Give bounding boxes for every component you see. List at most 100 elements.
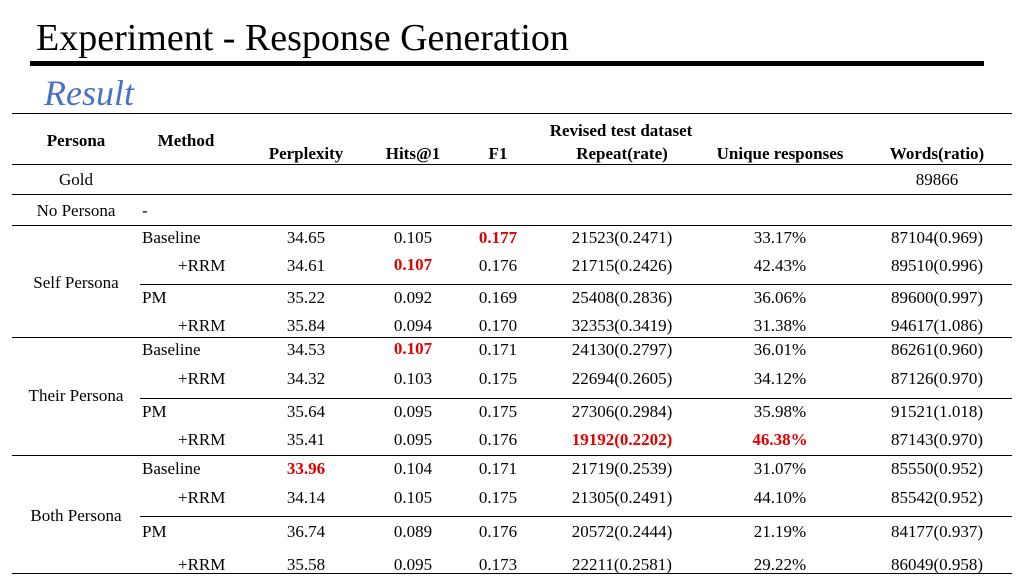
f1-cell: 0.171: [478, 340, 518, 359]
no-persona-rule: [12, 225, 1012, 226]
repeat-cell: 21719(0.2539): [571, 459, 673, 478]
method-cell: Baseline: [142, 228, 201, 247]
repeat-cell: 21715(0.2426): [571, 256, 673, 275]
words-cell: 89510(0.996): [890, 256, 984, 275]
method-cell: Baseline: [142, 459, 201, 478]
hits-cell: 0.092: [393, 288, 433, 307]
repeat-cell: 21305(0.2491): [571, 488, 673, 507]
method-cell: +RRM: [178, 316, 226, 335]
header-revised-test-dataset: Revised test dataset: [549, 121, 693, 140]
persona-group-rule: [12, 455, 1012, 456]
repeat-cell: 24130(0.2797): [571, 340, 673, 359]
f1-cell: 0.170: [478, 316, 518, 335]
gold-rule: [12, 194, 1012, 195]
perplexity-cell: 35.41: [286, 430, 326, 449]
table-top-rule: [12, 113, 1012, 114]
f1-cell: 0.176: [478, 522, 518, 541]
words-cell: 86261(0.960): [890, 340, 984, 359]
method-cell: +RRM: [178, 488, 226, 507]
perplexity-cell: 36.74: [286, 522, 326, 541]
words-cell: 87104(0.969): [890, 228, 984, 247]
f1-cell: 0.177: [478, 228, 518, 247]
words-cell: 91521(1.018): [890, 402, 984, 421]
hits-cell: 0.094: [393, 316, 433, 335]
unique-cell: 34.12%: [753, 369, 807, 388]
hits-cell: 0.095: [393, 555, 433, 574]
method-cell: PM: [142, 288, 167, 307]
f1-cell: 0.169: [478, 288, 518, 307]
unique-cell: 31.07%: [753, 459, 807, 478]
hits-cell: 0.089: [393, 522, 433, 541]
hits-cell: 0.104: [393, 459, 433, 478]
hits-cell: 0.095: [393, 402, 433, 421]
hits-cell: 0.105: [393, 488, 433, 507]
slide-title: Experiment - Response Generation: [36, 17, 569, 59]
perplexity-cell: 35.22: [286, 288, 326, 307]
unique-cell: 21.19%: [753, 522, 807, 541]
repeat-cell: 19192(0.2202): [571, 430, 673, 449]
hits-cell: 0.107: [393, 255, 433, 274]
words-cell: 87143(0.970): [890, 430, 984, 449]
unique-cell: 35.98%: [753, 402, 807, 421]
words-cell: 87126(0.970): [890, 369, 984, 388]
gold-label: Gold: [59, 170, 93, 189]
words-cell: 89600(0.997): [890, 288, 984, 307]
perplexity-cell: 35.58: [286, 555, 326, 574]
header-unique: Unique responses: [716, 144, 844, 163]
persona-group-rule: [12, 337, 1012, 338]
f1-cell: 0.175: [478, 369, 518, 388]
words-cell: 85542(0.952): [890, 488, 984, 507]
header-repeat: Repeat(rate): [576, 144, 668, 163]
words-cell: 86049(0.958): [890, 555, 984, 574]
header-words: Words(ratio): [889, 144, 985, 163]
persona-group-label: Self Persona: [33, 273, 119, 292]
method-cell: PM: [142, 402, 167, 421]
hits-cell: 0.103: [393, 369, 433, 388]
perplexity-cell: 33.96: [286, 459, 326, 478]
f1-cell: 0.171: [478, 459, 518, 478]
perplexity-cell: 35.84: [286, 316, 326, 335]
perplexity-cell: 34.65: [286, 228, 326, 247]
title-underline: [30, 61, 984, 66]
header-perplexity: Perplexity: [268, 144, 344, 163]
perplexity-cell: 34.32: [286, 369, 326, 388]
perplexity-cell: 34.61: [286, 256, 326, 275]
method-cell: +RRM: [178, 256, 226, 275]
method-cell: Baseline: [142, 340, 201, 359]
no-persona-method: -: [142, 201, 148, 220]
slide-subtitle: Result: [44, 73, 134, 113]
persona-group-rule: [12, 573, 1012, 574]
header-f1: F1: [488, 144, 508, 163]
method-cell: +RRM: [178, 430, 226, 449]
repeat-cell: 32353(0.3419): [571, 316, 673, 335]
no-persona-label: No Persona: [36, 201, 116, 220]
unique-cell: 44.10%: [753, 488, 807, 507]
perplexity-cell: 34.14: [286, 488, 326, 507]
hits-cell: 0.107: [393, 339, 433, 358]
method-cell: PM: [142, 522, 167, 541]
repeat-cell: 22694(0.2605): [571, 369, 673, 388]
gold-words: 89866: [915, 170, 959, 189]
perplexity-cell: 34.53: [286, 340, 326, 359]
header-method: Method: [157, 131, 215, 150]
unique-cell: 36.01%: [753, 340, 807, 359]
method-cell: +RRM: [178, 555, 226, 574]
unique-cell: 46.38%: [752, 430, 808, 449]
method-cell: +RRM: [178, 369, 226, 388]
hits-cell: 0.095: [393, 430, 433, 449]
method-separator-rule: [140, 398, 1012, 399]
header-hits: Hits@1: [385, 144, 441, 163]
words-cell: 94617(1.086): [890, 316, 984, 335]
repeat-cell: 21523(0.2471): [571, 228, 673, 247]
header-persona: Persona: [46, 131, 106, 150]
f1-cell: 0.176: [478, 256, 518, 275]
f1-cell: 0.176: [478, 430, 518, 449]
header-rule: [12, 164, 1012, 165]
f1-cell: 0.175: [478, 488, 518, 507]
repeat-cell: 22211(0.2581): [572, 555, 672, 574]
words-cell: 84177(0.937): [890, 522, 984, 541]
persona-group-label: Both Persona: [30, 506, 122, 525]
repeat-cell: 25408(0.2836): [571, 288, 673, 307]
f1-cell: 0.175: [478, 402, 518, 421]
persona-group-label: Their Persona: [28, 386, 124, 405]
